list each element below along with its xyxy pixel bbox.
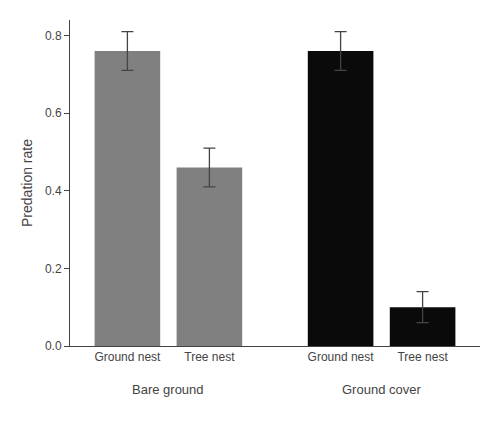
svg-text:0.2: 0.2 [45,262,62,276]
svg-text:0.0: 0.0 [45,339,62,353]
svg-text:Tree nest: Tree nest [184,350,235,364]
svg-text:Ground nest: Ground nest [94,350,161,364]
svg-text:0.8: 0.8 [45,29,62,43]
svg-text:Ground nest: Ground nest [308,350,375,364]
svg-text:Tree nest: Tree nest [397,350,448,364]
svg-text:0.6: 0.6 [45,106,62,120]
svg-text:Ground cover: Ground cover [342,382,421,397]
svg-text:Predation rate: Predation rate [19,139,35,227]
svg-text:0.4: 0.4 [45,184,62,198]
svg-text:Bare ground: Bare ground [132,382,204,397]
